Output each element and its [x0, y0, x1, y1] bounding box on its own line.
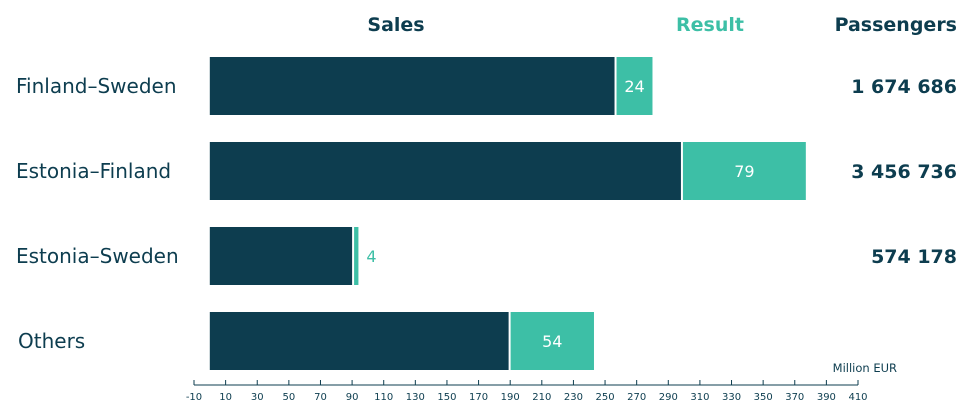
category-label: Finland–Sweden [16, 74, 177, 98]
header-sales: Sales [367, 14, 424, 36]
category-label: Estonia–Finland [16, 159, 171, 183]
x-tick-label: 410 [848, 392, 867, 403]
x-tick-label: 130 [406, 392, 425, 403]
result-bar [616, 57, 653, 115]
x-tick-label: 30 [251, 392, 264, 403]
x-tick-label: 90 [346, 392, 359, 403]
x-tick-label: 170 [469, 392, 488, 403]
x-tick-label: 350 [754, 392, 773, 403]
x-tick-label: 290 [659, 392, 678, 403]
result-bar [354, 227, 359, 285]
passengers-value: 1 674 686 [851, 76, 957, 98]
x-tick-label: 110 [374, 392, 393, 403]
x-tick-label: -10 [186, 392, 202, 403]
x-tick-label: 230 [564, 392, 583, 403]
x-tick-label: 310 [690, 392, 709, 403]
x-tick-label: 210 [532, 392, 551, 403]
sales-bar [209, 142, 681, 200]
result-bar [510, 312, 594, 370]
sales-bar [209, 57, 615, 115]
x-tick-label: 270 [627, 392, 646, 403]
sales-bar [209, 312, 509, 370]
result-bar [682, 142, 806, 200]
header-passengers: Passengers [835, 14, 957, 36]
x-tick-label: 150 [437, 392, 456, 403]
x-tick-label: 190 [501, 392, 520, 403]
sales-bar [209, 227, 353, 285]
result-value-label: 4 [366, 247, 376, 266]
unit-label: Million EUR [833, 361, 897, 375]
x-tick-label: 50 [282, 392, 295, 403]
x-tick-label: 250 [596, 392, 615, 403]
result-value-label: 54 [542, 332, 562, 351]
result-value-label: 24 [624, 77, 644, 96]
passengers-value: 574 178 [871, 246, 957, 268]
x-tick-label: 70 [314, 392, 327, 403]
x-axis: -10 10 30 50 70 90 110 130 150 170 190 210 230 250 270… [186, 380, 868, 403]
passengers-value: 3 456 736 [851, 161, 957, 183]
category-label: Others [18, 329, 85, 353]
x-tick-label: 330 [722, 392, 741, 403]
result-value-label: 79 [734, 162, 754, 181]
x-tick-label: 10 [219, 392, 232, 403]
x-tick-label: 370 [785, 392, 804, 403]
bars-layer: Finland–Sweden 24 1 674 686 Estonia–Finland… [16, 57, 957, 370]
header-result: Result [676, 14, 744, 36]
category-label: Estonia–Sweden [16, 244, 179, 268]
column-headers: Sales Result Passengers [367, 14, 957, 36]
x-tick-label: 390 [817, 392, 836, 403]
